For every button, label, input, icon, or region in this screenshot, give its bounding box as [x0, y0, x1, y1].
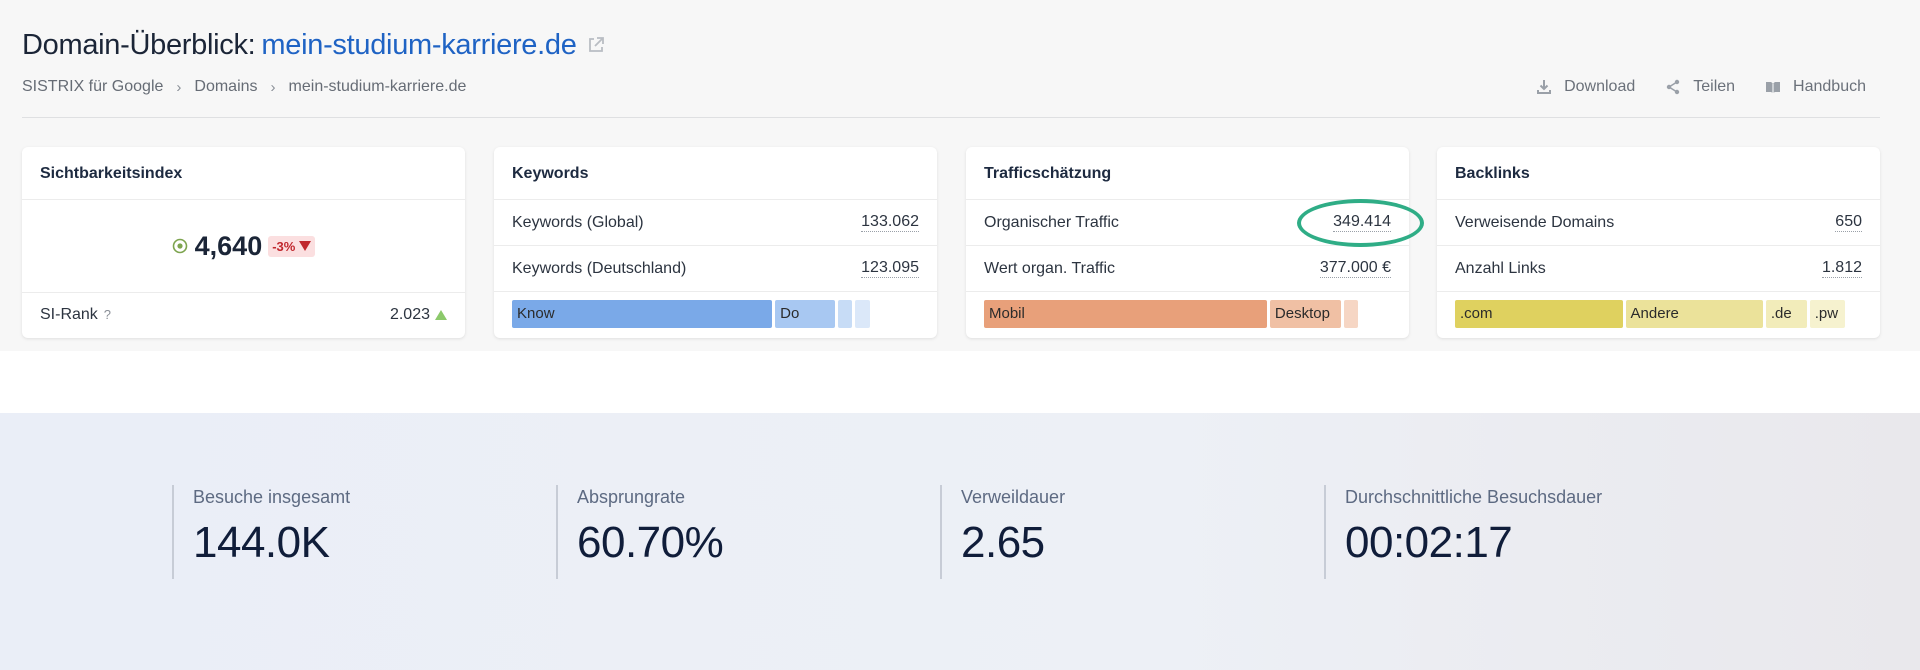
row-label: Organischer Traffic [984, 213, 1119, 231]
change-badge: -3% [268, 235, 316, 257]
chevron-right-icon: › [270, 78, 276, 96]
divider [22, 117, 1880, 118]
visibility-index-value-box: 4,640 -3% [22, 200, 465, 293]
share-icon [1667, 79, 1680, 95]
bar-segment-know[interactable]: Know [512, 300, 773, 328]
stat-value: 144.0K [193, 518, 330, 567]
row-label: Keywords (Deutschland) [512, 259, 687, 277]
tld-split-bar[interactable]: .com Andere .de .pw [1455, 300, 1862, 328]
row-value[interactable]: 123.095 [861, 259, 919, 278]
si-rank-row: SI-Rank? 2.023 [22, 293, 465, 337]
title-prefix: Domain-Überblick: [22, 28, 256, 61]
stat-label: Verweildauer [961, 487, 1066, 507]
page-actions: Download Teilen Handbuch [1506, 78, 1866, 96]
row-value[interactable]: 133.062 [861, 213, 919, 232]
breadcrumb-item-domains[interactable]: Domains [194, 78, 258, 95]
bar-segment-pw[interactable]: .pw [1809, 300, 1845, 328]
visibility-index-card[interactable]: Sichtbarkeitsindex 4,640 -3% SI-Rank? 2.… [22, 147, 465, 338]
bar-segment-de[interactable]: .de [1765, 300, 1807, 328]
stat-value: 00:02:17 [1345, 518, 1513, 567]
row-label: Anzahl Links [1455, 259, 1546, 277]
stat-pages-per-visit: Verweildauer 2.65 [940, 485, 1065, 579]
stat-value: 2.65 [961, 518, 1045, 567]
trend-down-icon [299, 241, 312, 251]
backlinks-card[interactable]: Backlinks Verweisende Domains 650 Anzahl… [1437, 147, 1880, 338]
download-icon [1537, 80, 1552, 94]
referring-domains-row[interactable]: Verweisende Domains 650 [1437, 200, 1880, 246]
handbook-button[interactable]: Handbuch [1765, 78, 1866, 96]
stat-label: Durchschnittliche Besuchsdauer [1345, 487, 1603, 507]
stat-bounce-rate: Absprungrate 60.70% [556, 485, 724, 579]
card-title: Trafficschätzung [966, 147, 1409, 200]
page-title: Domain-Überblick: mein-studium-karriere.… [22, 26, 605, 64]
stat-total-visits: Besuche insgesamt 144.0K [172, 485, 350, 579]
si-rank-value: 2.023 [389, 306, 430, 323]
breadcrumb-item-domain[interactable]: mein-studium-karriere.de [288, 78, 467, 95]
stat-label: Absprungrate [577, 487, 686, 507]
row-label: Keywords (Global) [512, 213, 644, 231]
stat-label: Besuche insgesamt [193, 487, 351, 507]
stat-value: 60.70% [577, 518, 724, 567]
si-rank-label: SI-Rank [40, 306, 98, 323]
trend-up-icon [435, 310, 447, 320]
breadcrumb: SISTRIX für Google › Domains › mein-stud… [22, 78, 466, 96]
bar-segment-small[interactable] [837, 300, 853, 328]
bar-segment-small[interactable] [1343, 300, 1359, 328]
row-value[interactable]: 650 [1835, 213, 1862, 232]
change-value: -3% [272, 238, 296, 254]
row-value[interactable]: 349.414 [1333, 213, 1391, 232]
target-icon [172, 238, 187, 254]
keywords-de-row[interactable]: Keywords (Deutschland) 123.095 [494, 246, 937, 292]
handbook-label: Handbuch [1793, 78, 1866, 95]
row-value[interactable]: 377.000 € [1319, 259, 1391, 278]
bar-segment-com[interactable]: .com [1455, 300, 1623, 328]
stat-avg-visit-duration: Durchschnittliche Besuchsdauer 00:02:17 [1324, 485, 1602, 579]
bar-segment-do[interactable]: Do [775, 300, 835, 328]
traffic-card[interactable]: Trafficschätzung Organischer Traffic 349… [966, 147, 1409, 338]
breadcrumb-item-sistrix[interactable]: SISTRIX für Google [22, 78, 164, 95]
bar-segment-andere[interactable]: Andere [1625, 300, 1763, 328]
traffic-stats-panel: Besuche insgesamt 144.0K Absprungrate 60… [0, 413, 1920, 670]
spacer [0, 351, 1920, 413]
organic-traffic-row[interactable]: Organischer Traffic 349.414 [966, 200, 1409, 246]
external-link-icon[interactable] [587, 36, 605, 54]
share-label: Teilen [1693, 78, 1736, 95]
share-button[interactable]: Teilen [1665, 78, 1735, 96]
bar-segment-desktop[interactable]: Desktop [1269, 300, 1341, 328]
help-icon[interactable]: ? [103, 307, 112, 322]
bar-segment-small[interactable] [855, 300, 870, 328]
card-title: Sichtbarkeitsindex [22, 147, 465, 200]
row-label: Verweisende Domains [1455, 213, 1615, 231]
card-title: Keywords [494, 147, 937, 200]
row-value[interactable]: 1.812 [1821, 259, 1862, 278]
bar-segment-mobil[interactable]: Mobil [984, 300, 1267, 328]
traffic-value-row[interactable]: Wert organ. Traffic 377.000 € [966, 246, 1409, 292]
sistrix-panel: Domain-Überblick: mein-studium-karriere.… [22, 26, 1880, 338]
title-domain-link[interactable]: mein-studium-karriere.de [261, 28, 577, 61]
row-label: Wert organ. Traffic [984, 259, 1116, 277]
keywords-card[interactable]: Keywords Keywords (Global) 133.062 Keywo… [494, 147, 937, 338]
visibility-index-value: 4,640 [194, 230, 263, 261]
search-intent-bar[interactable]: Know Do [512, 300, 919, 328]
card-title: Backlinks [1437, 147, 1880, 200]
download-button[interactable]: Download [1536, 78, 1635, 96]
link-count-row[interactable]: Anzahl Links 1.812 [1437, 246, 1880, 292]
keywords-global-row[interactable]: Keywords (Global) 133.062 [494, 200, 937, 246]
chevron-right-icon: › [176, 78, 182, 96]
book-icon [1766, 82, 1781, 93]
device-split-bar[interactable]: Mobil Desktop [984, 300, 1391, 328]
download-label: Download [1564, 78, 1636, 95]
